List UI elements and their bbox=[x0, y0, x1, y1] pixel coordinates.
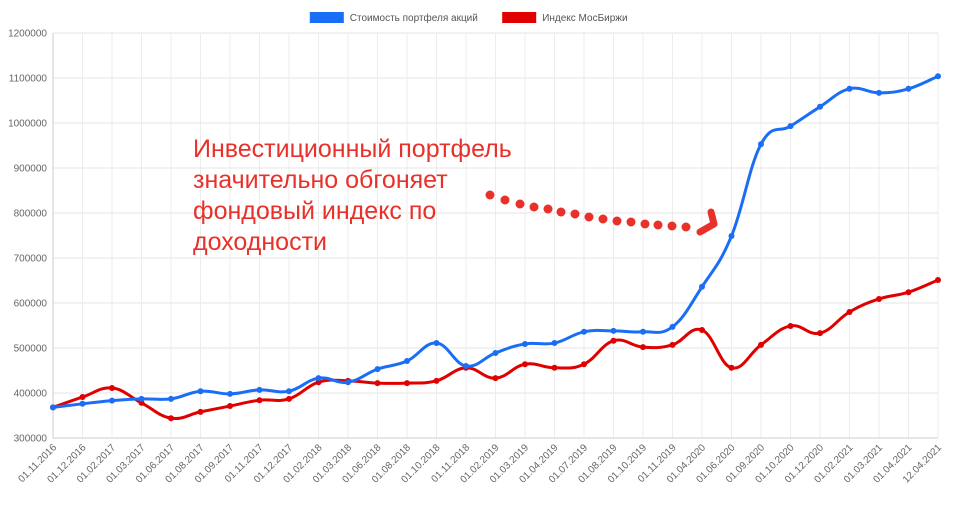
point bbox=[79, 400, 86, 407]
point bbox=[699, 283, 705, 290]
point bbox=[581, 361, 587, 368]
point bbox=[374, 380, 381, 387]
point bbox=[79, 394, 86, 401]
annotation-text: Инвестиционный портфель bbox=[193, 135, 512, 163]
point bbox=[610, 327, 617, 334]
point bbox=[846, 309, 853, 315]
point bbox=[846, 85, 853, 92]
point bbox=[109, 397, 115, 404]
point bbox=[256, 386, 263, 393]
y-tick-label: 900000 bbox=[14, 164, 48, 175]
point bbox=[168, 415, 174, 422]
point bbox=[433, 340, 440, 347]
legend-swatch bbox=[502, 12, 537, 23]
legend-label: Индекс МосБиржи bbox=[542, 13, 627, 24]
y-tick-label: 1200000 bbox=[8, 29, 47, 40]
point bbox=[551, 364, 558, 371]
y-tick-label: 600000 bbox=[14, 299, 48, 310]
point bbox=[50, 404, 56, 411]
point bbox=[315, 375, 322, 382]
y-tick-label: 800000 bbox=[14, 209, 48, 220]
point bbox=[227, 390, 233, 397]
annotation-text: фондовый индекс по bbox=[193, 197, 436, 225]
point bbox=[138, 395, 145, 402]
point bbox=[109, 385, 115, 392]
point bbox=[610, 337, 617, 344]
annotation-text: значительно обгоняет bbox=[193, 166, 448, 194]
point bbox=[581, 328, 587, 335]
point bbox=[345, 379, 351, 386]
point bbox=[492, 349, 499, 356]
point bbox=[728, 364, 735, 371]
point bbox=[935, 277, 941, 284]
point bbox=[699, 327, 705, 333]
point bbox=[787, 322, 794, 329]
point bbox=[905, 85, 912, 92]
plot: 300000 400000 500000 600000 700000 800000 9000… bbox=[8, 12, 944, 486]
point bbox=[669, 341, 676, 348]
point bbox=[728, 232, 735, 239]
legend-swatch bbox=[309, 12, 344, 23]
point bbox=[640, 344, 646, 351]
point bbox=[404, 380, 410, 387]
y-tick-label: 400000 bbox=[14, 389, 48, 400]
y-tick-label: 1000000 bbox=[8, 119, 47, 130]
point bbox=[522, 361, 528, 368]
point bbox=[787, 123, 794, 130]
point bbox=[817, 103, 823, 110]
point bbox=[463, 363, 469, 369]
point bbox=[669, 323, 676, 330]
point bbox=[433, 377, 440, 384]
y-tick-label: 300000 bbox=[14, 434, 48, 445]
y-tick-label: 700000 bbox=[14, 254, 48, 265]
point bbox=[286, 395, 292, 402]
point bbox=[197, 408, 204, 415]
legend-label: Стоимость портфеля акций bbox=[350, 12, 478, 24]
point bbox=[551, 340, 558, 347]
y-tick-label: 1100000 bbox=[9, 74, 48, 85]
point bbox=[876, 89, 882, 96]
point bbox=[197, 388, 204, 395]
point bbox=[817, 330, 823, 337]
point bbox=[905, 289, 912, 296]
point bbox=[227, 403, 233, 410]
point bbox=[758, 341, 764, 348]
point bbox=[286, 388, 292, 395]
point bbox=[935, 73, 941, 80]
annotation-text: доходности bbox=[193, 228, 327, 256]
point bbox=[876, 295, 882, 302]
point bbox=[404, 358, 410, 365]
point bbox=[256, 397, 263, 404]
point bbox=[640, 328, 646, 335]
point bbox=[522, 340, 528, 347]
point bbox=[492, 375, 499, 382]
point bbox=[374, 366, 381, 373]
point bbox=[758, 141, 764, 148]
point bbox=[168, 395, 174, 402]
annotation-arrow bbox=[485, 190, 718, 236]
y-tick-label: 500000 bbox=[14, 344, 48, 355]
